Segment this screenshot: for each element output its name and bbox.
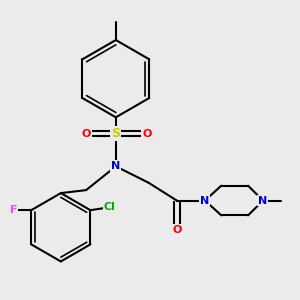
Text: Cl: Cl — [104, 202, 116, 212]
Text: O: O — [81, 129, 91, 139]
Text: F: F — [10, 205, 17, 215]
Text: N: N — [200, 196, 210, 206]
Text: O: O — [142, 129, 152, 139]
Text: O: O — [172, 225, 182, 235]
Text: N: N — [258, 196, 268, 206]
Text: N: N — [111, 161, 120, 171]
Text: S: S — [111, 127, 120, 140]
